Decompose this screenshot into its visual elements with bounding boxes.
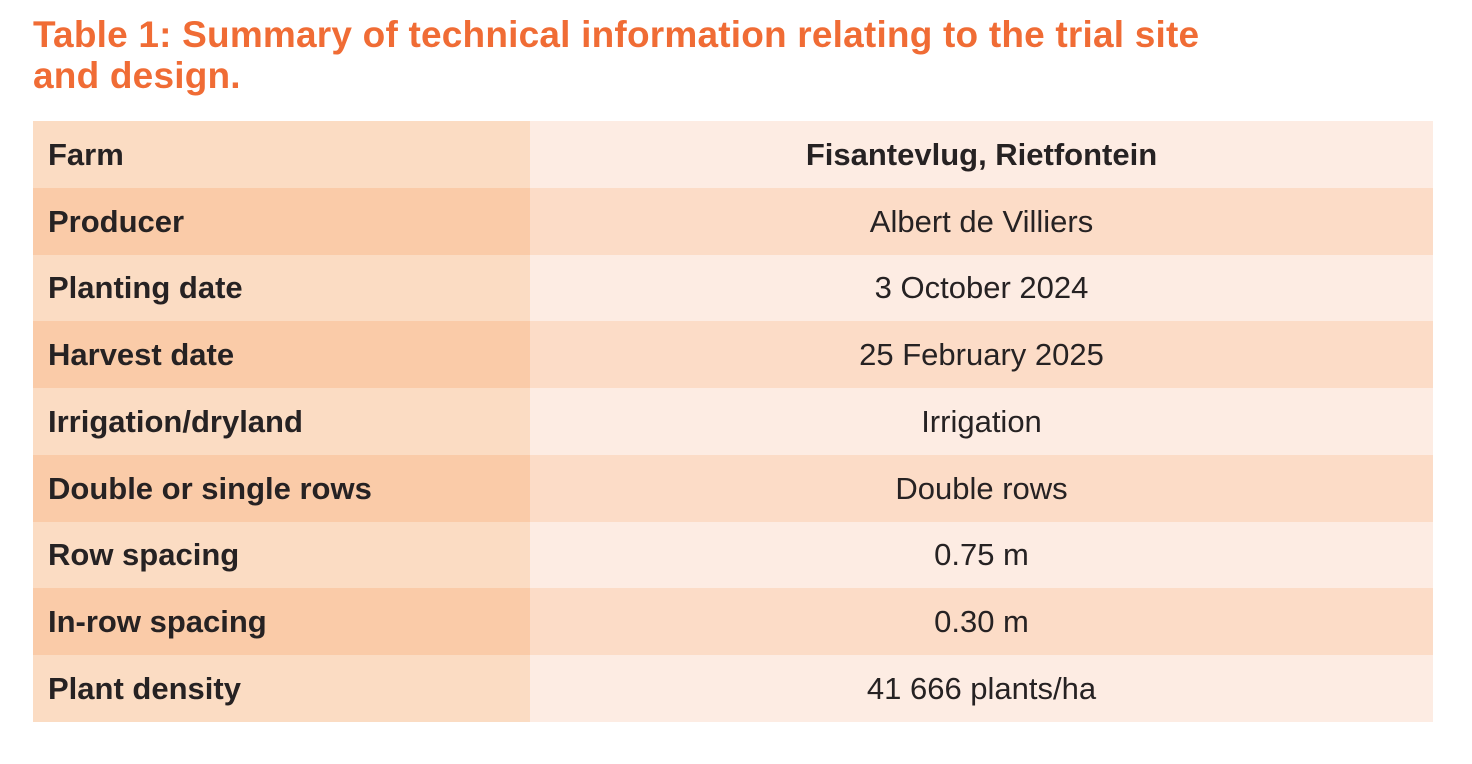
row-value: 0.75 m	[530, 521, 1433, 589]
row-label: Planting date	[33, 254, 530, 322]
table-title-line-2: and design.	[33, 55, 241, 96]
row-label: In-row spacing	[33, 588, 530, 656]
row-value: Fisantevlug, Rietfontein	[530, 121, 1433, 188]
table-row-planting-date: Planting date 3 October 2024	[33, 254, 1433, 322]
table-row-irrigation-dryland: Irrigation/dryland Irrigation	[33, 388, 1433, 455]
table-row-plant-density: Plant density 41 666 plants/ha	[33, 655, 1433, 722]
row-label: Farm	[33, 121, 530, 188]
row-value: Irrigation	[530, 388, 1433, 455]
row-value: 25 February 2025	[530, 321, 1433, 389]
table-row-in-row-spacing: In-row spacing 0.30 m	[33, 588, 1433, 656]
table-title: Table 1: Summary of technical informatio…	[33, 14, 1199, 96]
row-label: Plant density	[33, 655, 530, 722]
row-value: 0.30 m	[530, 588, 1433, 656]
table-title-line-1: Table 1: Summary of technical informatio…	[33, 14, 1200, 55]
row-value: 41 666 plants/ha	[530, 655, 1433, 722]
row-label: Producer	[33, 187, 530, 255]
table-row-row-spacing: Row spacing 0.75 m	[33, 521, 1433, 589]
row-value: Double rows	[530, 454, 1433, 522]
table-row-farm: Farm Fisantevlug, Rietfontein	[33, 121, 1433, 188]
row-label: Row spacing	[33, 521, 530, 589]
row-label: Irrigation/dryland	[33, 388, 530, 455]
summary-table: Farm Fisantevlug, Rietfontein Producer A…	[33, 121, 1433, 722]
table-row-producer: Producer Albert de Villiers	[33, 187, 1433, 255]
row-value: 3 October 2024	[530, 254, 1433, 322]
table-row-harvest-date: Harvest date 25 February 2025	[33, 321, 1433, 389]
row-label: Harvest date	[33, 321, 530, 389]
table-row-double-or-single-rows: Double or single rows Double rows	[33, 454, 1433, 522]
row-label: Double or single rows	[33, 454, 530, 522]
row-value: Albert de Villiers	[530, 187, 1433, 255]
